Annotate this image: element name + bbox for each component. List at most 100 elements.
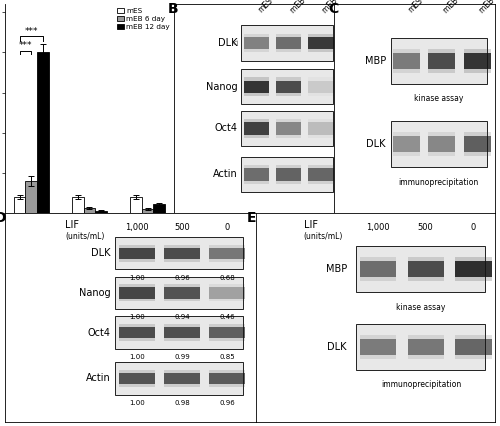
Text: immunoprecipitation: immunoprecipitation: [381, 380, 461, 389]
Bar: [393, 132, 420, 156]
Bar: [119, 373, 154, 384]
Bar: [408, 339, 444, 354]
Bar: [241, 157, 332, 192]
Bar: [14, 197, 26, 213]
Text: mES: mES: [256, 0, 274, 15]
Bar: [164, 324, 200, 341]
Text: 1.00: 1.00: [129, 275, 144, 281]
Bar: [241, 69, 332, 104]
Bar: [464, 132, 491, 156]
Text: ◁: ◁: [232, 40, 237, 46]
Text: Actin: Actin: [86, 374, 110, 383]
Text: mEB 12day: mEB 12day: [320, 0, 358, 15]
Text: DLK: DLK: [366, 139, 386, 149]
Bar: [116, 362, 244, 394]
Bar: [360, 261, 396, 277]
Bar: [428, 49, 456, 73]
Text: 1.00: 1.00: [129, 400, 144, 406]
Text: kinase assay: kinase assay: [396, 303, 446, 312]
Bar: [244, 168, 269, 181]
Text: 0.68: 0.68: [219, 275, 235, 281]
Bar: [209, 284, 245, 301]
Text: DLK: DLK: [218, 38, 238, 48]
Bar: [360, 334, 396, 359]
Bar: [393, 49, 420, 73]
Text: 1.00: 1.00: [129, 314, 144, 320]
Bar: [72, 197, 84, 213]
Bar: [241, 25, 332, 60]
Bar: [360, 339, 396, 354]
Bar: [244, 119, 269, 138]
Bar: [209, 324, 245, 341]
Text: 1,000: 1,000: [366, 223, 390, 233]
Text: DLK: DLK: [91, 248, 110, 258]
Text: kinase assay: kinase assay: [414, 94, 464, 103]
Bar: [119, 370, 154, 387]
Bar: [456, 339, 492, 354]
Bar: [119, 287, 154, 299]
Text: 0: 0: [471, 223, 476, 233]
Text: Nanog: Nanog: [79, 288, 110, 298]
Bar: [164, 373, 200, 384]
Text: 1,000: 1,000: [125, 223, 148, 233]
Bar: [119, 284, 154, 301]
Bar: [209, 370, 245, 387]
Bar: [456, 334, 492, 359]
Bar: [164, 327, 200, 338]
Bar: [428, 136, 456, 152]
Bar: [308, 81, 334, 93]
Bar: [464, 136, 491, 152]
Bar: [241, 111, 332, 146]
Text: ***: ***: [18, 41, 32, 50]
Text: B: B: [168, 2, 178, 16]
Bar: [308, 37, 334, 49]
Bar: [244, 78, 269, 96]
Bar: [393, 136, 420, 152]
Text: Oct4: Oct4: [88, 328, 110, 337]
Bar: [308, 122, 334, 135]
Bar: [276, 122, 301, 135]
Bar: [408, 261, 444, 277]
Bar: [244, 81, 269, 93]
Bar: [164, 284, 200, 301]
Bar: [209, 373, 245, 384]
Text: 0.94: 0.94: [174, 314, 190, 320]
Bar: [356, 246, 486, 292]
Legend: mES, mEB 6 day, mEB 12 day: mES, mEB 6 day, mEB 12 day: [117, 8, 170, 30]
Bar: [244, 34, 269, 52]
Bar: [428, 52, 456, 69]
Bar: [308, 165, 334, 184]
Bar: [428, 132, 456, 156]
Text: immunoprecipitation: immunoprecipitation: [398, 178, 479, 187]
Bar: [116, 237, 244, 269]
Bar: [95, 210, 107, 213]
Text: LIF: LIF: [65, 220, 79, 230]
Text: ***: ***: [24, 26, 38, 36]
Text: 0.96: 0.96: [174, 275, 190, 281]
Bar: [276, 37, 301, 49]
Bar: [142, 209, 154, 213]
Bar: [393, 52, 420, 69]
Text: mEB 12day: mEB 12day: [478, 0, 500, 15]
Bar: [408, 257, 444, 282]
Bar: [164, 245, 200, 262]
Text: (units/mL): (units/mL): [65, 232, 104, 241]
Bar: [26, 181, 37, 213]
Text: 500: 500: [174, 223, 190, 233]
Bar: [390, 121, 487, 167]
Text: Oct4: Oct4: [215, 124, 238, 133]
Bar: [464, 52, 491, 69]
Bar: [209, 248, 245, 259]
Bar: [308, 78, 334, 96]
Bar: [456, 257, 492, 282]
Bar: [119, 327, 154, 338]
Bar: [408, 334, 444, 359]
Text: E: E: [246, 211, 256, 225]
Bar: [244, 165, 269, 184]
Bar: [84, 208, 95, 213]
Text: Actin: Actin: [213, 170, 238, 179]
Text: 0.99: 0.99: [174, 354, 190, 360]
Bar: [276, 119, 301, 138]
Text: 1.00: 1.00: [129, 354, 144, 360]
Bar: [116, 276, 244, 309]
